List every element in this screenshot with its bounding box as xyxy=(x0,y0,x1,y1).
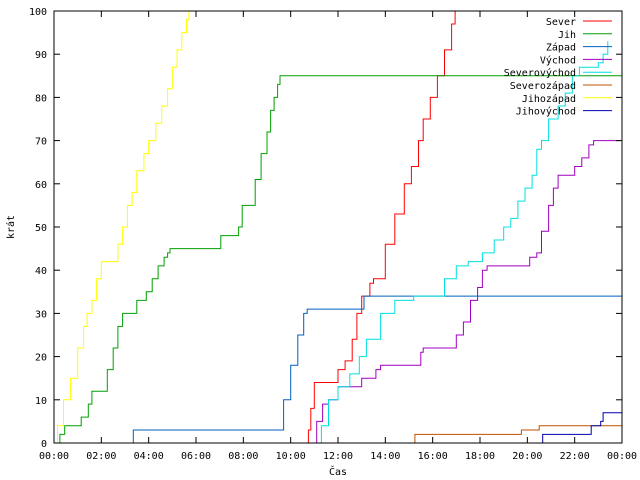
x-tick-label: 14:00 xyxy=(370,451,400,462)
y-tick-label: 60 xyxy=(35,180,47,191)
legend: Sever JihZápadVýchodSeverovýchodSeverozáp… xyxy=(504,17,612,118)
series-line-severovýchod xyxy=(315,41,609,444)
legend-label: Východ xyxy=(540,54,576,66)
x-tick-label: 04:00 xyxy=(134,451,164,462)
legend-label: Jih xyxy=(558,30,576,41)
series-line-východ xyxy=(312,140,620,444)
x-tick-label: 22:00 xyxy=(560,451,590,462)
y-tick-label: 90 xyxy=(35,50,47,61)
y-tick-label: 70 xyxy=(35,137,47,148)
legend-label: Sever xyxy=(546,17,576,28)
series-line-jihozápad xyxy=(54,11,190,444)
y-tick-label: 30 xyxy=(35,309,47,320)
x-tick-label: 10:00 xyxy=(276,451,306,462)
x-tick-label: 20:00 xyxy=(512,451,542,462)
x-axis-title: Čas xyxy=(329,465,347,478)
x-tick-label: 00:00 xyxy=(39,451,69,462)
legend-label: Jihozápad xyxy=(522,93,576,105)
x-tick-label: 08:00 xyxy=(228,451,258,462)
legend-label: Západ xyxy=(546,42,576,54)
series-line-sever xyxy=(304,11,456,444)
legend-label: Jihovýchod xyxy=(516,106,576,118)
y-tick-label: 80 xyxy=(35,93,47,104)
series-line-severozápad xyxy=(413,425,622,444)
y-tick-label: 100 xyxy=(29,7,47,18)
series-line-jihovýchod xyxy=(541,412,622,444)
x-tick-label: 06:00 xyxy=(181,451,211,462)
y-tick-label: 50 xyxy=(35,223,47,234)
legend-label: Severozápad xyxy=(510,80,576,92)
y-tick-label: 20 xyxy=(35,353,47,364)
series-line-jih xyxy=(54,75,622,444)
y-axis-title: krát xyxy=(5,215,17,239)
y-tick-label: 40 xyxy=(35,266,47,277)
x-tick-label: 12:00 xyxy=(323,451,353,462)
x-tick-label: 16:00 xyxy=(418,451,448,462)
y-tick-label: 0 xyxy=(41,439,47,450)
series-line-západ xyxy=(132,295,622,444)
axis-layer: 0 10 20 30 40 50 60 70 80 90 100 00:00 02:00 04:00 06:… xyxy=(29,7,637,462)
x-tick-label: 00:00 xyxy=(607,451,637,462)
y-tick-label: 10 xyxy=(35,396,47,407)
legend-label: Severovýchod xyxy=(504,67,576,79)
x-tick-label: 18:00 xyxy=(465,451,495,462)
series-layer xyxy=(54,11,622,444)
x-tick-label: 02:00 xyxy=(86,451,116,462)
